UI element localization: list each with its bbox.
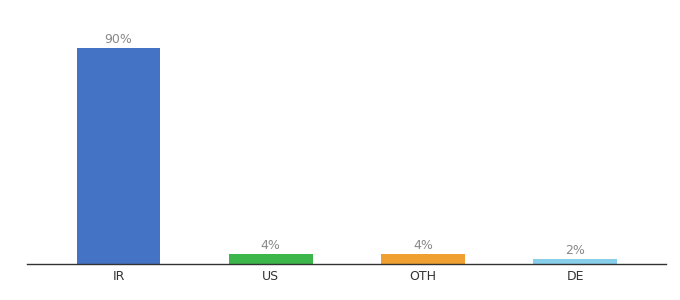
Bar xyxy=(77,48,160,264)
Bar xyxy=(229,254,313,264)
Text: 4%: 4% xyxy=(260,239,281,252)
Text: 2%: 2% xyxy=(565,244,585,257)
Text: 4%: 4% xyxy=(413,239,433,252)
Text: 90%: 90% xyxy=(105,33,133,46)
Bar xyxy=(381,254,464,264)
Bar xyxy=(533,259,617,264)
